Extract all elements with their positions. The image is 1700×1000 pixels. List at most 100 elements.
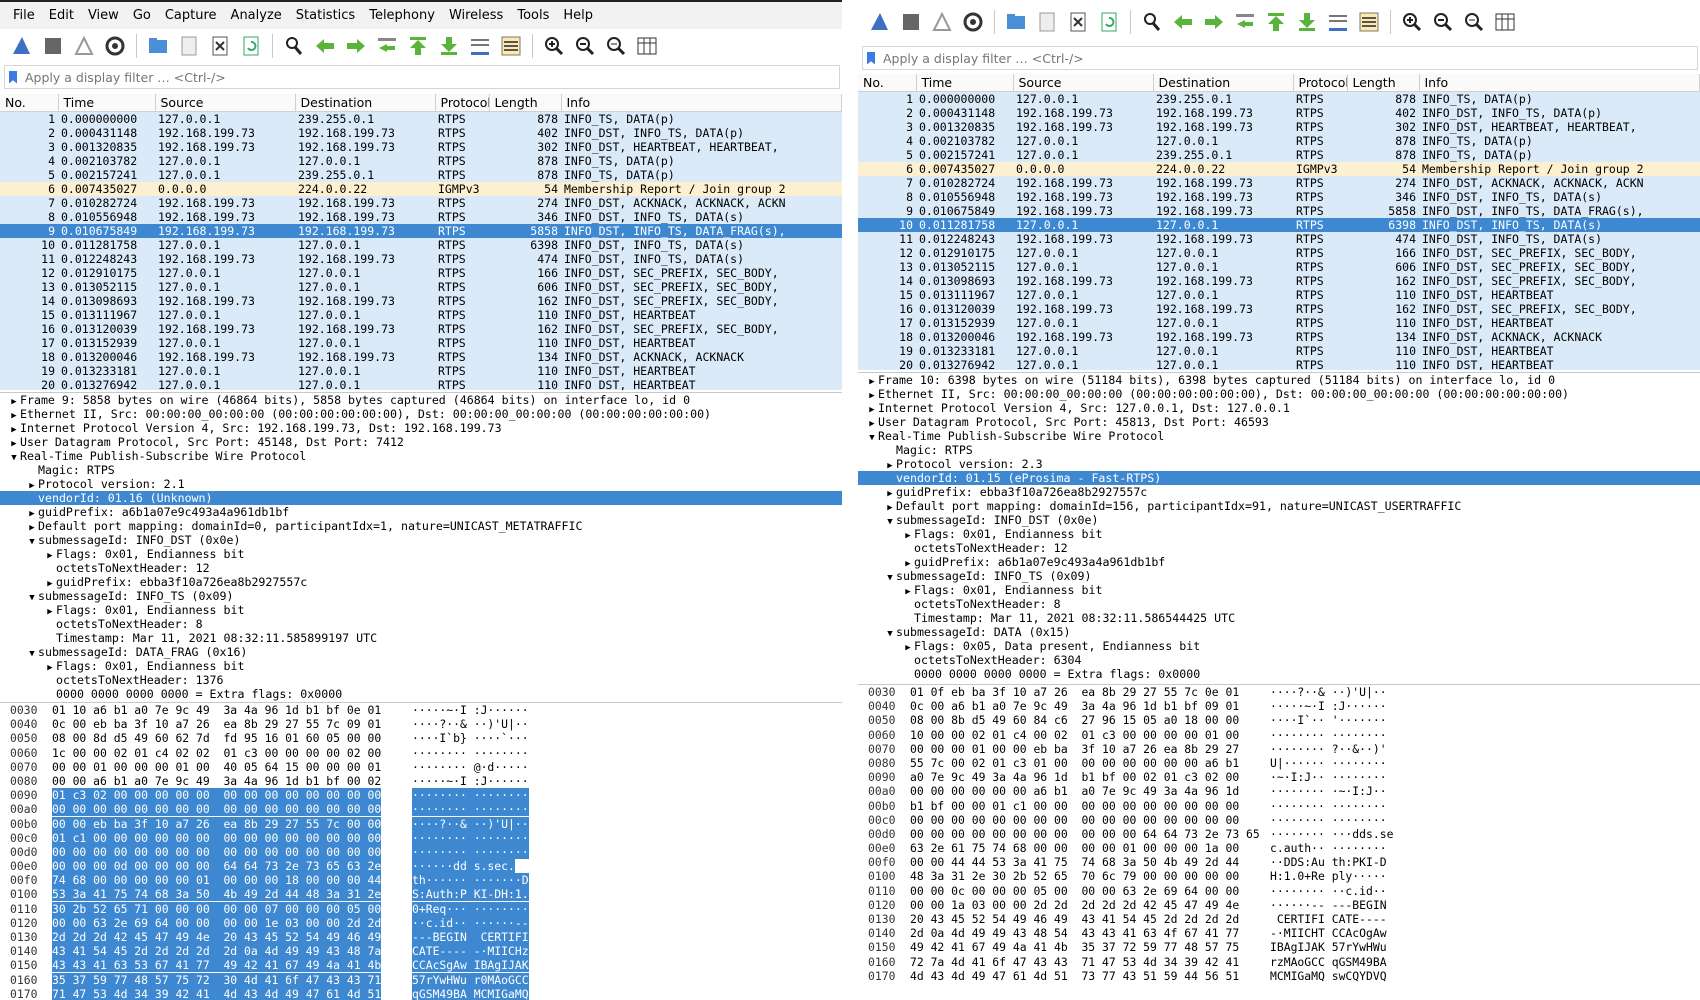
- packet-row[interactable]: 10 0.011281758 127.0.0.1 127.0.0.1 RTPS 6398 I…: [0, 238, 842, 252]
- hex-ascii[interactable]: ··DDS:Au th:PKI-D: [1270, 855, 1387, 870]
- hex-bytes[interactable]: 00 00 a6 b1 a0 7e 9c 49 3a 4a 96 1d b1 b…: [52, 773, 382, 788]
- save-file-icon[interactable]: [1033, 8, 1061, 36]
- hex-bytes[interactable]: 20 43 45 52 54 49 46 49 43 41 54 45 2d 2…: [910, 912, 1240, 926]
- hex-bytes[interactable]: a0 7e 9c 49 3a 4a 96 1d b1 bf 00 02 01 c…: [910, 770, 1240, 785]
- menu-telephony[interactable]: Telephony: [369, 8, 435, 23]
- packet-row[interactable]: 7 0.010282724 192.168.199.73 192.168.199.73…: [858, 176, 1700, 190]
- hex-ascii[interactable]: ····I`b} ····`···: [412, 731, 529, 746]
- collapsed-arrow-icon[interactable]: ▶: [905, 559, 911, 569]
- packet-row[interactable]: 19 0.013233181 127.0.0.1 127.0.0.1 RTPS 110 IN…: [858, 344, 1700, 358]
- go-forward-icon[interactable]: [342, 32, 370, 60]
- hex-bytes[interactable]: 55 7c 00 02 01 c3 01 00 00 00 00 00 00 0…: [910, 755, 1240, 770]
- hex-bytes[interactable]: 72 7a 4d 41 6f 47 43 43 71 47 53 4d 34 3…: [910, 954, 1240, 969]
- last-packet-icon[interactable]: [435, 32, 463, 60]
- tree-node[interactable]: octetsToNextHeader: 8: [858, 597, 1700, 611]
- hex-bytes[interactable]: 10 00 00 02 01 c4 00 02 01 c3 00 00 00 0…: [910, 727, 1240, 742]
- tree-node[interactable]: ▼ submessageId: INFO_TS (0x09): [858, 569, 1700, 583]
- tree-node[interactable]: octetsToNextHeader: 8: [0, 617, 842, 631]
- close-file-icon[interactable]: [206, 32, 234, 60]
- collapsed-arrow-icon[interactable]: ▶: [47, 607, 53, 617]
- menu-file[interactable]: File: [13, 8, 35, 23]
- packet-row[interactable]: 14 0.013098693 192.168.199.73 192.168.199.7…: [0, 294, 842, 308]
- packet-row[interactable]: 12 0.012910175 127.0.0.1 127.0.0.1 RTPS 166 IN…: [0, 266, 842, 280]
- hex-ascii[interactable]: ····?··& ··)'U|··: [412, 717, 529, 732]
- open-file-icon[interactable]: [1002, 8, 1030, 36]
- collapsed-arrow-icon[interactable]: ▶: [869, 419, 875, 429]
- hex-bytes[interactable]: 00 00 00 00 00 00 00 00 00 00 00 64 64 7…: [910, 826, 1260, 841]
- menu-analyze[interactable]: Analyze: [230, 8, 282, 23]
- collapsed-arrow-icon[interactable]: ▶: [887, 503, 893, 513]
- hex-ascii[interactable]: ········ ········: [412, 844, 529, 859]
- hex-ascii[interactable]: qGSM49BA MCMIGaMQ: [412, 986, 529, 1000]
- hex-ascii[interactable]: CATE---- -·MIICHz: [412, 944, 529, 959]
- expanded-arrow-icon[interactable]: ▼: [11, 453, 17, 463]
- tree-node[interactable]: ▶ Flags: 0x01, Endianness bit: [858, 583, 1700, 597]
- hex-ascii[interactable]: -·MIICHT CCAcOgAw: [1270, 926, 1387, 941]
- hex-ascii[interactable]: U|······ ········: [1270, 755, 1387, 770]
- packet-row[interactable]: 11 0.012248243 192.168.199.73 192.168.199.7…: [0, 252, 842, 266]
- tree-node[interactable]: ▶ Protocol version: 2.3: [858, 457, 1700, 471]
- hex-bytes[interactable]: b1 bf 00 00 01 c1 00 00 00 00 00 00 00 0…: [910, 798, 1240, 813]
- tree-node[interactable]: ▼ submessageId: INFO_DST (0x0e): [858, 513, 1700, 527]
- collapsed-arrow-icon[interactable]: ▶: [29, 509, 35, 519]
- hex-bytes[interactable]: 00 00 44 44 53 3a 41 75 74 68 3a 50 4b 4…: [910, 855, 1240, 870]
- hex-ascii[interactable]: ····I`·· '·······: [1270, 713, 1387, 728]
- expanded-arrow-icon[interactable]: ▼: [29, 593, 35, 603]
- packet-row[interactable]: 20 0.013276942 127.0.0.1 127.0.0.1 RTPS 110 IN…: [858, 358, 1700, 370]
- hex-ascii[interactable]: CCAcSgAw IBAgIJAK: [412, 958, 529, 973]
- tree-node[interactable]: Magic: RTPS: [0, 463, 842, 477]
- reload-file-icon[interactable]: [1095, 8, 1123, 36]
- hex-bytes[interactable]: 2d 0a 4d 49 49 43 48 54 43 43 41 63 4f 6…: [910, 926, 1240, 941]
- packet-row[interactable]: 17 0.013152939 127.0.0.1 127.0.0.1 RTPS 110 IN…: [0, 336, 842, 350]
- hex-ascii[interactable]: ········ ········: [412, 788, 529, 803]
- hex-bytes[interactable]: 53 3a 41 75 74 68 3a 50 4b 49 2d 44 48 3…: [52, 887, 382, 902]
- packet-row[interactable]: 5 0.002157241 127.0.0.1 239.255.0.1 RTPS 878 I…: [858, 148, 1700, 162]
- tree-node[interactable]: ▶ Ethernet II, Src: 00:00:00_00:00:00 (00…: [858, 387, 1700, 401]
- hex-ascii[interactable]: IBAgIJAK 57rYwHWu: [1270, 940, 1387, 955]
- collapsed-arrow-icon[interactable]: ▶: [905, 531, 911, 541]
- collapsed-arrow-icon[interactable]: ▶: [887, 489, 893, 499]
- tree-node[interactable]: octetsToNextHeader: 12: [858, 541, 1700, 555]
- go-to-packet-icon[interactable]: [1231, 8, 1259, 36]
- hex-bytes[interactable]: 4d 43 4d 49 47 61 4d 51 73 77 43 51 59 4…: [910, 968, 1240, 983]
- hex-bytes[interactable]: 43 43 41 63 53 67 41 77 49 42 41 67 49 4…: [52, 958, 382, 973]
- restart-capture-icon[interactable]: [928, 8, 956, 36]
- hex-ascii[interactable]: ····?··& ··)'U|··: [412, 816, 529, 831]
- hex-ascii[interactable]: ---BEGIN CERTIFI: [412, 930, 529, 944]
- hex-ascii[interactable]: th······ ·······D: [412, 873, 529, 888]
- hex-ascii[interactable]: ·····~·I :J······: [412, 773, 529, 788]
- resize-columns-icon[interactable]: [1491, 8, 1519, 36]
- zoom-in-icon[interactable]: [540, 32, 568, 60]
- hex-bytes[interactable]: 01 0f eb ba 3f 10 a7 26 ea 8b 29 27 55 7…: [910, 685, 1240, 699]
- autoscroll-icon[interactable]: [1324, 8, 1352, 36]
- hex-ascii[interactable]: ········ ········: [412, 802, 529, 817]
- tree-node[interactable]: ▼ Real-Time Publish-Subscribe Wire Protoc…: [858, 429, 1700, 443]
- packet-row[interactable]: 5 0.002157241 127.0.0.1 239.255.0.1 RTPS 878 I…: [0, 168, 842, 182]
- stop-capture-icon[interactable]: [897, 8, 925, 36]
- tree-node[interactable]: ▶ Flags: 0x01, Endianness bit: [0, 547, 842, 561]
- tree-node[interactable]: vendorId: 01.15 (eProsima - Fast-RTPS): [858, 471, 1700, 485]
- tree-node[interactable]: octetsToNextHeader: 12: [0, 561, 842, 575]
- menu-tools[interactable]: Tools: [517, 8, 550, 23]
- hex-bytes[interactable]: 08 00 8d d5 49 60 62 7d fd 95 16 01 60 0…: [52, 731, 382, 746]
- packet-row[interactable]: 6 0.007435027 0.0.0.0 224.0.0.22 IGMPv3 54 Mem…: [858, 162, 1700, 176]
- menu-edit[interactable]: Edit: [48, 8, 74, 23]
- column-header-destination[interactable]: Destination: [295, 94, 436, 112]
- hex-bytes[interactable]: 0c 00 a6 b1 a0 7e 9c 49 3a 4a 96 1d b1 b…: [910, 699, 1240, 714]
- tree-node[interactable]: ▶ Flags: 0x01, Endianness bit: [0, 659, 842, 673]
- packet-row[interactable]: 13 0.013052115 127.0.0.1 127.0.0.1 RTPS 606 IN…: [858, 260, 1700, 274]
- collapsed-arrow-icon[interactable]: ▶: [905, 587, 911, 597]
- save-file-icon[interactable]: [175, 32, 203, 60]
- tree-node[interactable]: octetsToNextHeader: 6304: [858, 653, 1700, 667]
- collapsed-arrow-icon[interactable]: ▶: [11, 439, 17, 449]
- column-header-time[interactable]: Time: [916, 74, 1014, 92]
- expanded-arrow-icon[interactable]: ▼: [869, 433, 875, 443]
- hex-ascii[interactable]: ········ ········: [412, 745, 529, 760]
- hex-ascii[interactable]: ········ ········: [1270, 798, 1387, 813]
- tree-node[interactable]: ▼ Real-Time Publish-Subscribe Wire Protoc…: [0, 449, 842, 463]
- packet-row[interactable]: 19 0.013233181 127.0.0.1 127.0.0.1 RTPS 110 IN…: [0, 364, 842, 378]
- hex-bytes[interactable]: 00 00 01 00 00 00 01 00 40 05 64 15 00 0…: [52, 759, 382, 774]
- packet-row[interactable]: 13 0.013052115 127.0.0.1 127.0.0.1 RTPS 606 IN…: [0, 280, 842, 294]
- resize-columns-icon[interactable]: [633, 32, 661, 60]
- packet-row[interactable]: 17 0.013152939 127.0.0.1 127.0.0.1 RTPS 110 IN…: [858, 316, 1700, 330]
